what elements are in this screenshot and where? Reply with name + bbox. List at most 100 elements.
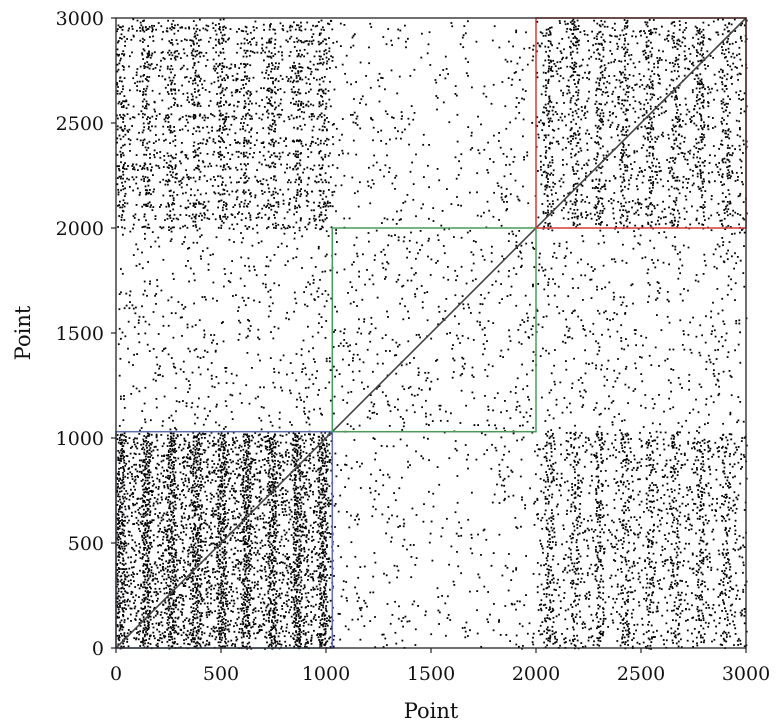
data-point [194, 645, 197, 648]
data-point [140, 619, 142, 622]
data-point [274, 505, 277, 507]
data-point [293, 496, 296, 498]
data-point [328, 452, 331, 455]
data-point [221, 607, 224, 610]
data-point [135, 594, 137, 597]
data-point [320, 604, 323, 606]
data-point [275, 596, 278, 599]
data-point [290, 572, 292, 575]
data-point [166, 152, 169, 155]
data-point [231, 534, 234, 537]
data-point [281, 605, 283, 607]
data-point [329, 459, 332, 461]
data-point [298, 502, 301, 504]
data-point [212, 542, 215, 545]
data-point [217, 593, 220, 596]
data-point [328, 557, 331, 560]
data-point [167, 437, 169, 440]
data-point [296, 505, 299, 508]
data-point [186, 634, 188, 637]
data-point [135, 204, 138, 206]
data-point [298, 591, 301, 594]
data-point [218, 455, 220, 458]
data-point [121, 568, 123, 570]
data-point [219, 558, 221, 561]
data-point [148, 541, 151, 544]
data-point [313, 480, 316, 483]
data-point [222, 585, 224, 588]
data-point [309, 462, 312, 464]
data-point [144, 568, 147, 570]
data-point [195, 461, 198, 464]
data-point [218, 518, 221, 520]
data-point [123, 525, 126, 527]
data-point [318, 503, 320, 506]
data-point [119, 200, 121, 203]
data-point [166, 640, 169, 643]
data-point [302, 503, 305, 505]
data-point [163, 512, 166, 515]
data-point [274, 636, 276, 639]
data-point [246, 441, 249, 443]
data-point [119, 434, 122, 437]
data-point [117, 510, 120, 513]
data-point [317, 468, 319, 471]
data-point [164, 635, 167, 638]
data-point [228, 630, 231, 633]
data-point [130, 574, 133, 576]
data-point [294, 439, 297, 442]
data-point [141, 497, 144, 500]
data-point [193, 528, 195, 531]
data-point [130, 607, 133, 610]
data-point [244, 598, 247, 601]
data-point [244, 625, 246, 628]
data-point [221, 636, 224, 639]
data-point [138, 131, 140, 134]
data-point [213, 444, 215, 447]
data-point [173, 456, 175, 459]
data-point [324, 505, 327, 508]
data-point [268, 448, 271, 451]
data-point [163, 634, 165, 637]
data-point [288, 565, 291, 568]
data-point [201, 612, 203, 614]
data-point [317, 554, 320, 557]
data-point [296, 566, 299, 568]
data-point [144, 466, 147, 469]
data-point [171, 612, 174, 614]
data-point [273, 456, 276, 458]
data-point [319, 572, 322, 574]
data-point [322, 516, 324, 519]
data-point [143, 162, 146, 165]
data-point [254, 535, 256, 538]
data-point [276, 640, 278, 643]
data-point [254, 607, 257, 610]
data-point [298, 548, 301, 551]
data-point [300, 631, 303, 634]
data-point [306, 471, 309, 474]
data-point [248, 535, 251, 537]
data-point [218, 502, 221, 505]
data-point [167, 487, 170, 490]
data-point [272, 616, 274, 618]
data-point [223, 436, 226, 439]
data-point [221, 522, 224, 525]
data-point [196, 604, 198, 607]
data-point [120, 510, 122, 513]
data-point [153, 101, 156, 104]
data-point [284, 615, 286, 618]
data-point [118, 53, 120, 56]
data-point [166, 607, 169, 610]
data-point [220, 490, 223, 493]
data-point [138, 618, 141, 621]
data-point [155, 164, 158, 167]
data-point [317, 633, 319, 635]
data-point [223, 558, 225, 561]
data-point [204, 644, 207, 647]
data-point [265, 636, 268, 639]
data-point [181, 582, 184, 585]
data-point [267, 617, 270, 619]
data-point [175, 450, 178, 452]
data-point [269, 607, 272, 610]
data-point [167, 451, 170, 453]
